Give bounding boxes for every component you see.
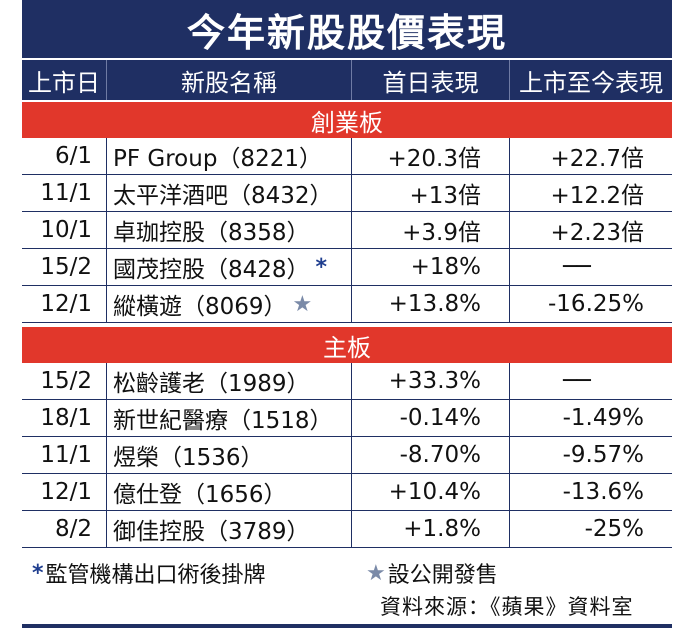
legend-star-text: 設公開發售 — [387, 563, 498, 588]
cell-date: 15/2 — [22, 249, 107, 285]
table-row: 12/1 縱橫遊（8069） ★ +13.8% -16.25% — [22, 286, 672, 323]
cell-first-day: -0.14% — [352, 400, 510, 436]
cell-to-date: -13.6% — [562, 479, 644, 505]
cell-name: 太平洋酒吧（8432） — [107, 175, 352, 211]
name-text: 卓珈控股（8358） — [113, 220, 310, 246]
header-first-day: 首日表現 — [352, 60, 510, 100]
cell-date: 15/2 — [22, 363, 107, 399]
cell-name: 煜榮（1536） — [107, 437, 352, 473]
section-main-board: 主板 — [22, 327, 672, 363]
table-header: 上市日 新股名稱 首日表現 上市至今表現 — [22, 60, 672, 100]
name-text: 國茂控股（8428） — [113, 257, 310, 283]
cell-to-date: +12.2倍 — [550, 183, 644, 209]
legend-asterisk: * 監管機構出口術後掛牌 — [32, 557, 266, 589]
name-text: 太平洋酒吧（8432） — [113, 183, 333, 209]
table-row: 18/1 新世紀醫療（1518） -0.14% -1.49% — [22, 400, 672, 437]
cell-date: 12/1 — [22, 286, 107, 322]
cell-to-date: +2.23倍 — [550, 220, 644, 246]
cell-name: 御佳控股（3789） — [107, 511, 352, 547]
cell-date: 8/2 — [22, 511, 107, 547]
cell-name: 億仕登（1656） — [107, 474, 352, 510]
cell-to-date: -9.57% — [562, 442, 644, 468]
cell-first-day: +3.9倍 — [352, 212, 510, 248]
header-to-date: 上市至今表現 — [519, 68, 663, 97]
page-title: 今年新股股價表現 — [22, 0, 672, 58]
star-icon: ★ — [366, 560, 386, 586]
table-row: 15/2 國茂控股（8428） * +18% ── — [22, 249, 672, 286]
table-row: 11/1 煜榮（1536） -8.70% -9.57% — [22, 437, 672, 474]
cell-first-day: +13倍 — [352, 175, 510, 211]
name-text: 億仕登（1656） — [113, 482, 287, 508]
asterisk-mark-icon: * — [315, 254, 328, 280]
cell-to-date: +22.7倍 — [550, 146, 644, 172]
header-listing-date: 上市日 — [22, 60, 107, 100]
cell-date: 6/1 — [22, 138, 107, 174]
table-row: 11/1 太平洋酒吧（8432） +13倍 +12.2倍 — [22, 175, 672, 212]
name-text: PF Group（8221） — [113, 146, 322, 172]
cell-first-day: +18% — [352, 249, 510, 285]
asterisk-icon: * — [32, 560, 44, 586]
name-text: 御佳控股（3789） — [113, 519, 310, 545]
source-note: 資料來源：《蘋果》資料室 — [380, 595, 634, 619]
cell-first-day: +1.8% — [352, 511, 510, 547]
table-row: 8/2 御佳控股（3789） +1.8% -25% — [22, 511, 672, 548]
table-row: 6/1 PF Group（8221） +20.3倍 +22.7倍 — [22, 138, 672, 175]
name-text: 縱橫遊（8069） — [113, 294, 287, 320]
cell-date: 12/1 — [22, 474, 107, 510]
table-row: 15/2 松齡護老（1989） +33.3% ── — [22, 363, 672, 400]
cell-date: 10/1 — [22, 212, 107, 248]
cell-date: 18/1 — [22, 400, 107, 436]
cell-first-day: +13.8% — [352, 286, 510, 322]
section-label: 創業板 — [311, 108, 383, 137]
cell-name: 縱橫遊（8069） ★ — [107, 286, 352, 322]
cell-name: PF Group（8221） — [107, 138, 352, 174]
header-stock-name: 新股名稱 — [107, 60, 352, 100]
legend-star: ★ 設公開發售 — [366, 557, 498, 589]
section-label: 主板 — [323, 333, 371, 362]
name-text: 煜榮（1536） — [113, 445, 264, 471]
cell-to-date: ── — [563, 368, 591, 394]
cell-name: 國茂控股（8428） * — [107, 249, 352, 285]
table-row: 10/1 卓珈控股（8358） +3.9倍 +2.23倍 — [22, 212, 672, 249]
title-text: 今年新股股價表現 — [186, 10, 507, 55]
cell-first-day: +10.4% — [352, 474, 510, 510]
cell-first-day: +33.3% — [352, 363, 510, 399]
name-text: 新世紀醫療（1518） — [113, 408, 333, 434]
cell-to-date: -1.49% — [562, 405, 644, 431]
cell-date: 11/1 — [22, 437, 107, 473]
name-text: 松齡護老（1989） — [113, 371, 310, 397]
cell-name: 卓珈控股（8358） — [107, 212, 352, 248]
cell-to-date: ── — [563, 254, 591, 280]
cell-date: 11/1 — [22, 175, 107, 211]
cell-name: 松齡護老（1989） — [107, 363, 352, 399]
cell-first-day: +20.3倍 — [352, 138, 510, 174]
section-gem: 創業板 — [22, 102, 672, 138]
cell-to-date: -25% — [584, 516, 644, 542]
bottom-divider — [22, 624, 672, 628]
star-mark-icon: ★ — [292, 291, 313, 317]
cell-name: 新世紀醫療（1518） — [107, 400, 352, 436]
cell-first-day: -8.70% — [352, 437, 510, 473]
cell-to-date: -16.25% — [548, 291, 644, 317]
legend-asterisk-text: 監管機構出口術後掛牌 — [45, 563, 266, 588]
table-row: 12/1 億仕登（1656） +10.4% -13.6% — [22, 474, 672, 511]
